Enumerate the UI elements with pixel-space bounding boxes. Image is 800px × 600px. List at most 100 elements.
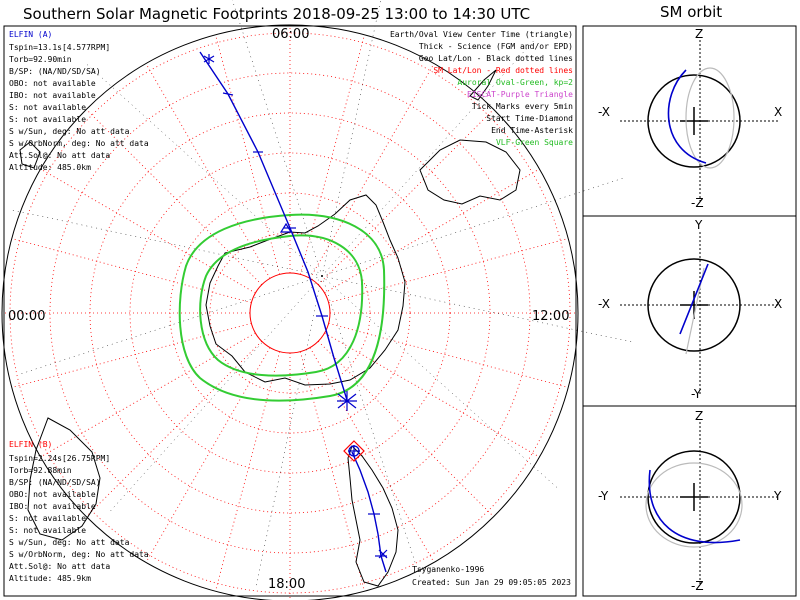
tick-mark bbox=[222, 92, 234, 96]
earth-circle bbox=[647, 74, 741, 168]
sm-longitude-line bbox=[324, 168, 540, 294]
orbit-panel-xz: Z -Z -X X bbox=[598, 27, 782, 210]
sm-longitude-line bbox=[145, 347, 271, 563]
info-line: S w/Sun, deg: No att data bbox=[9, 538, 130, 547]
info-line: S w/Sun, deg: No att data bbox=[9, 127, 130, 136]
sm-longitude-line bbox=[324, 332, 540, 458]
geo-longitude-line bbox=[232, 0, 323, 277]
geo-longitude-line bbox=[321, 0, 381, 277]
view-center-triangle bbox=[279, 222, 293, 233]
antarctica-coastline bbox=[205, 194, 406, 386]
elfin-a-info: ELFIN (A) Tspin=13.1s[4.577RPM] Torb=92.… bbox=[9, 30, 149, 172]
axis-label-right: Y bbox=[773, 489, 782, 503]
sm-longitude-line bbox=[86, 109, 262, 285]
elfin-b-name: ELFIN (B) bbox=[9, 440, 52, 449]
orbit-path-blue bbox=[648, 469, 741, 544]
legend-entry: Auroral Oval-Green, kp=2 bbox=[457, 78, 573, 87]
info-line: Tspin=2.24s[26.75RPM] bbox=[9, 454, 110, 463]
sm-longitude-line bbox=[11, 322, 252, 388]
south-america-coastline bbox=[347, 445, 399, 587]
axis-label-top: Y bbox=[694, 218, 703, 232]
axis-label-left: -Y bbox=[598, 489, 609, 503]
info-line: B/SP: (NA/ND/SD/SA) bbox=[9, 478, 101, 487]
orbit-title: SM orbit bbox=[660, 3, 722, 21]
info-line: IBO: not available bbox=[9, 502, 96, 511]
legend-entry: SM Lat/Lon - Red dotted lines bbox=[433, 66, 573, 75]
geo-longitude-line bbox=[17, 275, 323, 376]
sm-longitude-line bbox=[309, 347, 435, 563]
oval-poleward-edge bbox=[199, 234, 364, 377]
info-line: Att.Sol@: No att data bbox=[9, 562, 110, 571]
legend-entry: EISCAT-Purple Triangle bbox=[467, 90, 573, 99]
map-boundary bbox=[1, 24, 579, 600]
orbit-panel-xy: Y -Y -X X bbox=[598, 218, 782, 401]
model-credit: Tsyganenko-1996 bbox=[412, 565, 484, 574]
axis-label-bottom: -Z bbox=[691, 579, 704, 593]
elfin-a-footprint-track bbox=[199, 51, 348, 401]
geo-longitude-line bbox=[321, 275, 560, 491]
info-line: S: not available bbox=[9, 514, 86, 523]
geo-longitude-line bbox=[255, 275, 323, 590]
sm-longitude-line bbox=[318, 341, 494, 517]
info-line: S: not available bbox=[9, 115, 86, 124]
info-line: Tspin=13.1s[4.577RPM] bbox=[9, 43, 110, 52]
legend-entry: Thick - Science (FGM and/or EPD) bbox=[419, 42, 573, 51]
info-line: Torb=92.90min bbox=[9, 55, 72, 64]
legend-entry: Geo Lat/Lon - Black dotted lines bbox=[419, 54, 573, 63]
orbit-path-gray bbox=[645, 462, 743, 548]
geo-longitude-line bbox=[321, 275, 636, 343]
created-timestamp: Created: Sun Jan 29 09:05:05 2023 bbox=[412, 578, 571, 587]
track-ticks bbox=[222, 92, 387, 557]
legend: Earth/Oval View Center Time (triangle) T… bbox=[390, 30, 573, 147]
elfin-a-end-asterisk bbox=[337, 391, 357, 411]
axis-label-right: X bbox=[774, 297, 782, 311]
geo-longitude-line bbox=[8, 209, 323, 277]
earth-circle bbox=[647, 450, 741, 544]
mlt-label-right: 12:00 bbox=[532, 309, 569, 324]
africa-coastline bbox=[27, 417, 101, 541]
info-line: S w/OrbNorm, deg: No att data bbox=[9, 550, 149, 559]
island-coastline bbox=[19, 141, 41, 169]
polar-map: 06:00 00:00 12:00 18:00 Earth/Oval View … bbox=[1, 0, 636, 600]
new-zealand-coastline bbox=[469, 69, 497, 101]
axis-label-left: -X bbox=[598, 105, 610, 119]
geo-longitude-line bbox=[321, 176, 627, 277]
elfin-b-start-diamond bbox=[343, 440, 365, 462]
sm-latitude-circle bbox=[249, 272, 331, 354]
legend-entry: VLF-Green Square bbox=[496, 138, 573, 147]
sm-grid bbox=[2, 25, 578, 600]
orbit-path-blue bbox=[667, 69, 707, 164]
geo-longitude-line bbox=[84, 61, 323, 277]
axis-label-bottom: -Z bbox=[691, 196, 704, 210]
info-line: OBO: not available bbox=[9, 79, 96, 88]
sm-longitude-line bbox=[145, 63, 271, 279]
sm-longitude-line bbox=[299, 351, 365, 592]
earth-circle bbox=[647, 258, 741, 352]
orbit-frame bbox=[582, 25, 797, 597]
axis-label-top: Z bbox=[695, 409, 703, 423]
orbit-path-blue bbox=[679, 263, 709, 335]
info-line: OBO: not available bbox=[9, 490, 96, 499]
elfin-a-start-asterisk bbox=[203, 54, 215, 64]
geo-grid bbox=[8, 0, 636, 590]
mlt-label-left: 00:00 bbox=[8, 309, 45, 324]
info-line: Altitude: 485.0km bbox=[9, 163, 91, 172]
geo-longitude-line bbox=[321, 275, 422, 581]
axis-label-top: Z bbox=[695, 27, 703, 41]
legend-entry: Earth/Oval View Center Time (triangle) bbox=[390, 30, 573, 39]
map-frame bbox=[3, 25, 577, 597]
axis-label-bottom: -Y bbox=[691, 387, 702, 401]
sm-longitude-line bbox=[309, 63, 435, 279]
sm-longitude-line bbox=[215, 351, 281, 592]
oval-equatorward-edge bbox=[178, 213, 386, 402]
sm-longitude-line bbox=[40, 168, 256, 294]
elfin-b-end-asterisk bbox=[378, 549, 388, 559]
sm-longitude-line bbox=[40, 332, 256, 458]
info-line: IBO: not available bbox=[9, 91, 96, 100]
axis-label-left: -X bbox=[598, 297, 610, 311]
sm-longitude-line bbox=[318, 109, 494, 285]
legend-entry: Start Time-Diamond bbox=[486, 114, 573, 123]
info-line: S w/OrbNorm, deg: No att data bbox=[9, 139, 149, 148]
coastlines bbox=[19, 69, 521, 587]
